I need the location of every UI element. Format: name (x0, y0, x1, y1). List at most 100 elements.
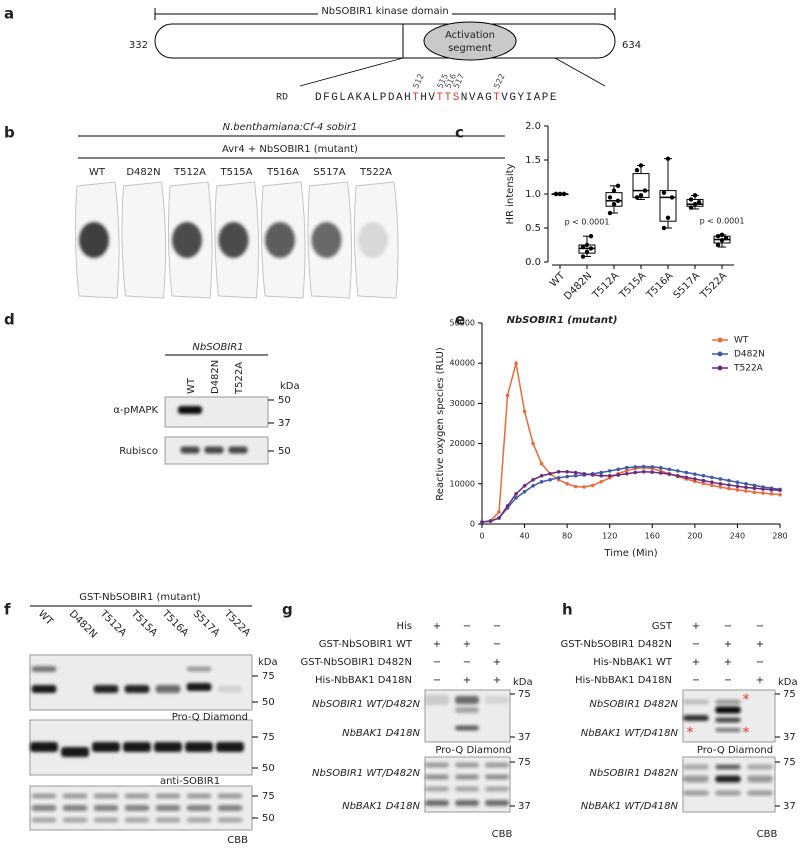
panel-label: f (4, 601, 11, 619)
lane-label: T515A (219, 167, 252, 178)
row-label: GST-NbSOBIR1 WT (319, 639, 413, 650)
label: anti-SOBIR1 (160, 776, 220, 787)
band (455, 707, 479, 713)
band (155, 805, 181, 811)
point (719, 232, 725, 237)
band (186, 805, 212, 811)
point (633, 465, 638, 469)
point (701, 473, 706, 478)
sequence: TTS (437, 92, 461, 104)
label: 75 (783, 689, 796, 700)
leaf (121, 181, 167, 299)
label: Pro-Q Diamond (435, 745, 511, 756)
lane-label: T516A (266, 167, 299, 178)
lane-label: T522A (234, 362, 245, 395)
band (228, 446, 248, 454)
point (599, 470, 603, 475)
sign: + (463, 639, 471, 650)
site-label: 512 (411, 72, 426, 90)
point (688, 197, 694, 202)
label: Avr4 + NbSOBIR1 (mutant) (222, 144, 358, 155)
label: CBB (227, 835, 248, 846)
label: GST-NbSOBIR1 (mutant) (79, 592, 201, 603)
lane-label: WT (89, 167, 106, 178)
point (590, 473, 595, 477)
hr-lesion (79, 222, 109, 258)
label: NbSOBIR1 (192, 342, 243, 353)
label: Pro-Q Diamond (697, 745, 773, 756)
label: Pro-Q Diamond (172, 712, 248, 723)
panel-label: a (4, 5, 14, 23)
band (124, 793, 150, 799)
label: NbSOBIR1 WT/D482N (312, 699, 420, 710)
point (584, 242, 590, 248)
kda: kDa (513, 677, 533, 688)
label: NbSOBIR1 D482N (589, 768, 678, 779)
band (154, 742, 182, 752)
row-label: His-NbBAK1 WT (593, 657, 673, 668)
point (588, 233, 594, 239)
lane-label: D482N (67, 608, 99, 640)
hr-lesion (358, 222, 388, 258)
lane-label: T522A (221, 608, 252, 639)
x-axis-label: Time (Min) (603, 548, 657, 559)
band (30, 742, 58, 752)
point (744, 482, 748, 486)
band (93, 793, 119, 799)
kda: kDa (258, 657, 278, 668)
band (715, 790, 741, 796)
label: Activation (445, 30, 495, 41)
point (553, 191, 559, 197)
label: Rubisco (119, 446, 158, 457)
activation-segment (423, 21, 517, 61)
point (634, 195, 640, 200)
asterisk: * (687, 725, 694, 741)
point (710, 483, 714, 488)
point (692, 193, 698, 198)
sign: − (724, 675, 732, 686)
panel-label: g (282, 601, 293, 619)
point (611, 202, 617, 207)
sign: − (724, 621, 732, 632)
label: 75 (262, 671, 275, 682)
sign: + (493, 657, 501, 668)
panel-label: d (4, 311, 15, 329)
point (752, 486, 757, 491)
line (481, 470, 781, 523)
lane-label: WT (186, 377, 197, 394)
band (747, 775, 773, 783)
hr-lesion (311, 222, 342, 258)
point (661, 225, 667, 231)
band (62, 793, 88, 799)
y-tick-label: 2.0 (525, 121, 541, 132)
band (217, 793, 243, 799)
sign: − (463, 621, 471, 632)
x-tick-label: 0 (479, 532, 484, 541)
point (615, 183, 621, 189)
point (761, 487, 765, 491)
point (607, 210, 613, 216)
lane-label: T515A (128, 608, 159, 639)
annotation: p < 0.0001 (700, 216, 745, 225)
point (633, 470, 638, 475)
sequence: DFGLAKALPDAH (315, 92, 412, 104)
label: segment (448, 43, 492, 54)
point (539, 461, 544, 466)
legend-marker (717, 337, 723, 343)
site-label: 522 (492, 72, 507, 90)
point (531, 441, 535, 446)
band (485, 696, 509, 704)
point (580, 254, 586, 259)
x-tick-label: S517A (672, 270, 703, 301)
band (485, 762, 509, 768)
sequence: T (412, 92, 420, 104)
point (735, 488, 740, 492)
label: 75 (518, 757, 531, 768)
band (217, 686, 243, 692)
legend-label: T522A (733, 364, 764, 374)
kda: kDa (280, 381, 300, 392)
y-tick-label: 30000 (450, 399, 475, 408)
sign: + (433, 621, 441, 632)
point (744, 489, 748, 493)
sign: − (692, 675, 700, 686)
